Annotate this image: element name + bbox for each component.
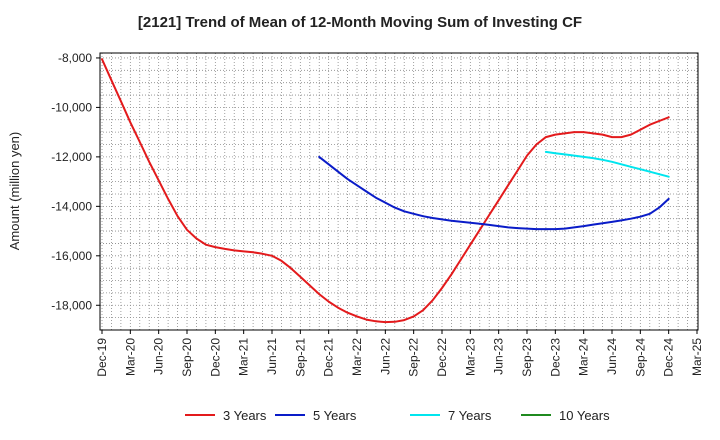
x-tick-label: Jun-22 (378, 338, 392, 375)
x-tick-label: Jun-23 (492, 338, 506, 375)
y-axis-label: Amount (million yen) (7, 132, 22, 251)
y-tick-label: -16,000 (51, 249, 92, 263)
y-tick-label: -10,000 (51, 100, 92, 114)
x-tick-label: Jun-21 (265, 338, 279, 375)
x-tick-label: Mar-23 (463, 338, 477, 376)
series-layer (101, 58, 670, 324)
legend: 3 Years 5 Years 7 Years 10 Years (185, 408, 610, 423)
axis-layer: -8,000 -10,000 -12,000 -14,000 -16,000 -18,00… (51, 51, 704, 377)
legend-label: 3 Years (223, 408, 267, 423)
legend-label: 10 Years (559, 408, 610, 423)
x-tick-label: Mar-24 (577, 338, 591, 376)
x-tick-label: Jun-20 (152, 338, 166, 375)
legend-label: 5 Years (313, 408, 357, 423)
chart-title: [2121] Trend of Mean of 12-Month Moving … (137, 14, 583, 31)
x-tick-label: Sep-22 (407, 338, 421, 377)
x-tick-label: Jun-24 (605, 338, 619, 375)
y-tick-label: -8,000 (58, 51, 92, 65)
x-tick-label: Sep-20 (180, 338, 194, 377)
x-tick-label: Mar-20 (123, 338, 137, 376)
x-tick-label: Mar-22 (350, 338, 364, 376)
x-tick-label: Sep-21 (293, 338, 307, 377)
x-tick-label: Dec-24 (662, 338, 676, 377)
series-line (318, 155, 670, 231)
x-tick-label: Dec-20 (208, 338, 222, 377)
series-line (101, 58, 670, 324)
y-tick-label: -18,000 (51, 298, 92, 312)
x-tick-label: Sep-23 (520, 338, 534, 377)
x-tick-label: Dec-22 (435, 338, 449, 377)
x-tick-label: Sep-24 (633, 338, 647, 377)
plot-background (100, 53, 698, 330)
plot-frame (99, 52, 699, 331)
x-tick-label: Dec-19 (95, 338, 109, 377)
x-tick-label: Mar-21 (237, 338, 251, 376)
y-tick-label: -12,000 (51, 150, 92, 164)
legend-label: 7 Years (448, 408, 492, 423)
y-tick-label: -14,000 (51, 199, 92, 213)
series-line (544, 150, 670, 178)
x-tick-label: Dec-23 (548, 338, 562, 377)
x-tick-label: Dec-21 (322, 338, 336, 377)
x-tick-label: Mar-25 (690, 338, 704, 376)
